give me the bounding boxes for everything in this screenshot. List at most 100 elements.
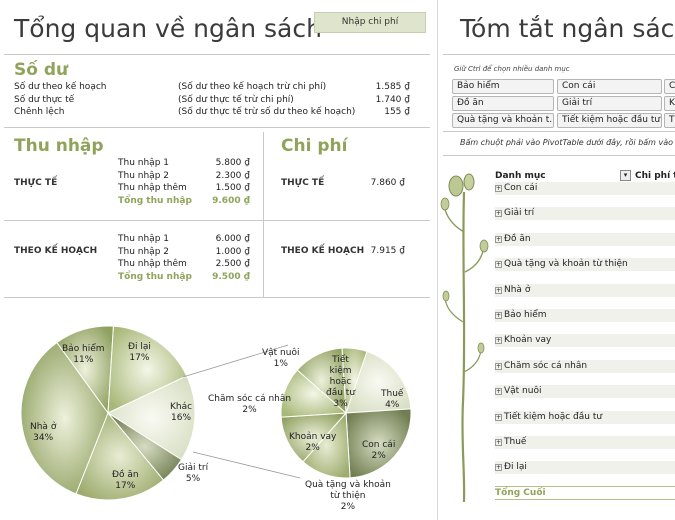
label-con-cai: Con cái 2% xyxy=(362,440,396,461)
pie-slice-secondary xyxy=(345,408,412,479)
slicer-button[interactable]: C xyxy=(664,79,675,94)
label-bao-hiem: Bảo hiểm 11% xyxy=(62,344,105,365)
pivot-row[interactable]: + Chăm sóc cá nhân xyxy=(495,359,675,373)
pivot-row-label: Con cái xyxy=(504,183,538,193)
pivot-row[interactable]: + Đi lại xyxy=(495,461,675,475)
income-row-label: Thu nhập 1 xyxy=(118,234,169,244)
income-actual-total-label: Tổng thu nhập xyxy=(118,196,192,206)
income-row-label: Thu nhập thêm xyxy=(118,183,187,193)
expense-actual-value: 7.860 ₫ xyxy=(370,178,405,188)
income-row-value: 1.000 ₫ xyxy=(215,246,250,257)
balance-row-value: 1.585 ₫ xyxy=(375,82,410,92)
expand-icon[interactable]: + xyxy=(495,362,502,370)
summary-title-divider xyxy=(443,54,675,55)
income-row-value: 2.500 ₫ xyxy=(215,259,250,269)
income-row-value: 1.500 ₫ xyxy=(215,183,250,193)
label-di-lai: Đi lại 17% xyxy=(128,342,151,363)
income-section-bottom-divider xyxy=(4,297,430,298)
slicer-button[interactable]: Tiết kiệm hoặc đầu tư xyxy=(557,113,662,128)
slicer-button[interactable]: Đồ ăn xyxy=(452,96,554,111)
pie-connector-bottom xyxy=(192,451,301,479)
pivot-row-label: Tiết kiệm hoặc đầu tư xyxy=(504,411,603,422)
balance-row-label: Số dư theo kế hoạch xyxy=(14,82,107,92)
label-thue: Thuế 4% xyxy=(381,389,404,410)
income-actual-label: THỰC TẾ xyxy=(14,178,58,188)
expense-planned-value: 7.915 ₫ xyxy=(370,246,405,256)
balance-header: Số dư xyxy=(14,60,69,80)
label-nha-o: Nhà ở 34% xyxy=(30,422,57,443)
income-planned-label: THEO KẾ HOẠCH xyxy=(14,246,98,256)
pie-slice-secondary xyxy=(345,350,412,414)
pivot-row[interactable]: + Khoản vay xyxy=(495,334,675,348)
pivot-row[interactable]: + Bảo hiểm xyxy=(495,309,675,322)
pivot-row-label: Thuế xyxy=(504,437,527,447)
label-cham-soc: Chăm sóc cá nhân 2% xyxy=(208,394,292,415)
pivot-row[interactable]: + Vật nuôi xyxy=(495,385,675,399)
income-row-value: 6.000 ₫ xyxy=(215,234,250,244)
expense-actual-label: THỰC TẾ xyxy=(281,178,325,188)
pie-slice xyxy=(75,412,165,501)
label-giai-tri: Giải trí 5% xyxy=(178,463,209,484)
pivot-row[interactable]: + Con cái xyxy=(495,182,675,195)
income-planned-total-value: 9.500 ₫ xyxy=(212,272,250,282)
panel-separator xyxy=(437,0,438,520)
income-row-label: Thu nhập 2 xyxy=(118,246,169,257)
expand-icon[interactable]: + xyxy=(495,185,502,192)
slicer-button[interactable]: Bảo hiểm xyxy=(452,79,554,94)
pivot-row-label: Vật nuôi xyxy=(504,386,542,397)
income-header: Thu nhập xyxy=(14,136,104,156)
pivot-row[interactable]: + Thuế xyxy=(495,436,675,449)
income-row-value: 5.800 ₫ xyxy=(215,158,250,168)
expand-icon[interactable]: + xyxy=(495,388,502,396)
balance-row-desc: (Số dư thực tế trừ chi phí) xyxy=(178,94,294,105)
expand-icon[interactable]: + xyxy=(495,312,502,319)
income-row-value: 2.300 ₫ xyxy=(215,170,250,181)
income-row-label: Thu nhập 2 xyxy=(118,170,169,181)
pie-slice-secondary xyxy=(296,347,347,415)
label-qua-tang: Quà tặng và khoản từ thiện 2% xyxy=(305,480,391,512)
expand-icon[interactable]: + xyxy=(495,235,502,243)
income-planned-total-label: Tổng thu nhập xyxy=(118,272,192,282)
expand-icon[interactable]: + xyxy=(495,337,502,345)
slicer-button[interactable]: T xyxy=(664,113,675,128)
pivot-row-label: Đồ ăn xyxy=(504,233,531,244)
slicer-divider xyxy=(443,131,675,132)
expense-header: Chi phí xyxy=(281,136,348,156)
label-tiet-kiem: Tiết kiệm hoặc đầu tư 3% xyxy=(326,355,356,409)
slicer-button[interactable]: Quà tặng và khoản t... xyxy=(452,113,554,128)
income-row-label: Thu nhập 1 xyxy=(118,158,169,168)
balance-row-label: Số dư thực tế xyxy=(14,94,75,105)
page-title: Tổng quan về ngân sách xyxy=(14,14,322,43)
pivot-col-expense: Chi phí th xyxy=(635,171,675,181)
pivot-row[interactable]: + Đồ ăn xyxy=(495,232,675,246)
balance-row-value: 1.740 ₫ xyxy=(375,94,410,105)
pivot-row-label: Khoản vay xyxy=(504,335,552,346)
pivot-row-label: Nhà ở xyxy=(504,284,531,295)
enter-expense-button[interactable]: Nhập chi phí xyxy=(314,12,426,33)
pivot-hint: Bấm chuột phải vào PivotTable dưới đây, … xyxy=(460,138,675,147)
balance-row-desc: (Số dư theo kế hoạch trừ chi phí) xyxy=(178,82,327,92)
pivot-row-label: Chăm sóc cá nhân xyxy=(504,360,588,371)
pivot-row[interactable]: + Tiết kiệm hoặc đầu tư xyxy=(495,410,675,424)
label-vat-nuoi: Vật nuôi 1% xyxy=(262,348,300,369)
pie-slice xyxy=(107,325,188,414)
slicer-button[interactable]: Giải trí xyxy=(557,96,662,111)
pie-slice xyxy=(106,375,196,461)
slicer-hint: Giữ Ctrl để chọn nhiều danh mục xyxy=(454,65,570,73)
expand-icon[interactable]: + xyxy=(495,464,502,472)
slicer-button[interactable]: Con cái xyxy=(557,79,662,94)
expand-icon[interactable]: + xyxy=(495,210,502,218)
expand-icon[interactable]: + xyxy=(495,261,502,269)
filter-dropdown-icon[interactable]: ▾ xyxy=(620,170,631,181)
balance-row-value: 155 ₫ xyxy=(384,107,410,117)
expand-icon[interactable]: + xyxy=(495,413,502,421)
expand-icon[interactable]: + xyxy=(495,439,502,446)
income-row-label: Thu nhập thêm xyxy=(118,259,187,269)
pie-slice xyxy=(20,341,109,495)
pivot-row[interactable]: + Giải trí xyxy=(495,207,675,221)
slicer-button[interactable]: K xyxy=(664,96,675,111)
pivot-row[interactable]: + Nhà ở xyxy=(495,283,675,297)
expand-icon[interactable]: + xyxy=(495,286,502,294)
pivot-row[interactable]: + Quà tặng và khoản từ thiện xyxy=(495,258,675,272)
pivot-grand-total: Tổng Cuối xyxy=(495,486,675,500)
